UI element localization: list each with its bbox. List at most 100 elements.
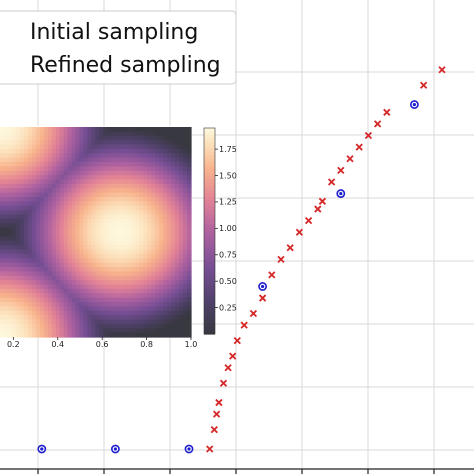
heatmap-cell (123, 275, 128, 281)
heatmap-cell (23, 131, 29, 137)
heatmap-cell (15, 288, 21, 294)
heatmap-cell (39, 188, 45, 194)
heatmap-cell (67, 323, 73, 329)
heatmap-cell (111, 192, 116, 198)
heatmap-cell (147, 140, 152, 146)
heatmap-cell (71, 170, 77, 176)
heatmap-cell (127, 183, 132, 189)
refined-sampling-point (364, 131, 373, 140)
heatmap-cell (31, 197, 37, 202)
heatmap-cell (3, 288, 9, 294)
heatmap-cell (127, 302, 132, 307)
heatmap-cell (95, 201, 101, 207)
heatmap-cell (171, 144, 176, 150)
heatmap-cell (39, 284, 45, 290)
colorbar-segment (204, 330, 215, 335)
heatmap-cell (147, 210, 152, 216)
heatmap-cell (0, 240, 5, 246)
heatmap-cell (135, 188, 140, 194)
heatmap-cell (51, 201, 57, 207)
heatmap-cell (107, 249, 113, 255)
heatmap-cell (135, 245, 140, 251)
heatmap-cell (183, 323, 188, 329)
heatmap-cell (23, 214, 29, 220)
heatmap-cell (187, 271, 192, 277)
heatmap-cell (3, 218, 9, 224)
heatmap-cell (99, 223, 105, 229)
heatmap-cell (51, 170, 57, 176)
heatmap-cell (139, 262, 144, 268)
heatmap-cell (11, 288, 17, 294)
heatmap-cell (63, 275, 69, 281)
heatmap-cell (83, 310, 89, 316)
heatmap-cell (179, 214, 184, 220)
heatmap-cell (103, 140, 109, 146)
colorbar-segment (204, 141, 215, 146)
heatmap-cell (47, 284, 53, 290)
heatmap-cell (63, 140, 69, 146)
heatmap-cell (59, 275, 65, 281)
heatmap-cell (71, 179, 77, 185)
heatmap-cell (55, 240, 61, 246)
heatmap-cell (75, 135, 81, 141)
heatmap-cell (151, 201, 156, 207)
heatmap-cell (147, 197, 152, 202)
heatmap-cell (143, 144, 148, 150)
heatmap-cell (87, 310, 93, 316)
heatmap-cell (119, 135, 124, 141)
heatmap-cell (59, 284, 65, 290)
heatmap-cell (27, 253, 33, 259)
heatmap-cell (79, 306, 85, 312)
heatmap-cell (87, 293, 93, 299)
heatmap-cell (87, 328, 93, 334)
heatmap-cell (115, 306, 120, 312)
heatmap-cell (23, 258, 29, 264)
heatmap-cell (19, 306, 25, 312)
heatmap-cell (87, 218, 93, 224)
heatmap-cell (103, 135, 109, 141)
heatmap-cell (115, 148, 120, 154)
heatmap-cell (43, 166, 49, 172)
heatmap-cell (115, 192, 120, 198)
heatmap-cell (15, 183, 21, 189)
heatmap-cell (79, 223, 85, 229)
heatmap-cell (115, 157, 120, 163)
heatmap-cell (47, 188, 53, 194)
heatmap-cell (99, 175, 105, 181)
heatmap-cell (147, 245, 152, 251)
heatmap-cell (183, 236, 188, 242)
heatmap-cell (139, 280, 144, 286)
colorbar-tick-label: 1.50 (219, 171, 237, 180)
colorbar-tick-label: 0.75 (219, 251, 237, 260)
heatmap-cell (151, 249, 156, 255)
heatmap-cell (95, 183, 101, 189)
heatmap-cell (119, 249, 124, 255)
heatmap-cell (175, 328, 180, 334)
heatmap-cell (139, 183, 144, 189)
refined-sampling-point (268, 271, 276, 279)
heatmap-cell (39, 236, 45, 242)
colorbar-segment (204, 224, 215, 229)
heatmap-cell (83, 306, 89, 312)
colorbar-segment (204, 200, 215, 205)
heatmap-cell (15, 249, 21, 255)
heatmap-cell (27, 166, 33, 172)
heatmap-cell (123, 183, 128, 189)
heatmap-cell (27, 275, 33, 281)
heatmap-cell (91, 148, 97, 154)
heatmap-cell (75, 205, 81, 211)
heatmap-cell (79, 297, 85, 303)
heatmap-cell (79, 332, 85, 338)
heatmap-cell (155, 253, 160, 259)
heatmap-cell (119, 232, 124, 237)
heatmap-cell (119, 310, 124, 316)
heatmap-cell (47, 297, 53, 303)
heatmap-cell (95, 262, 101, 268)
heatmap-cell (111, 245, 116, 251)
heatmap-cell (47, 131, 53, 137)
heatmap-cell (0, 267, 5, 272)
heatmap-cell (175, 162, 180, 167)
heatmap-cell (167, 293, 172, 299)
heatmap-cell (15, 232, 21, 237)
heatmap-cell (35, 183, 41, 189)
